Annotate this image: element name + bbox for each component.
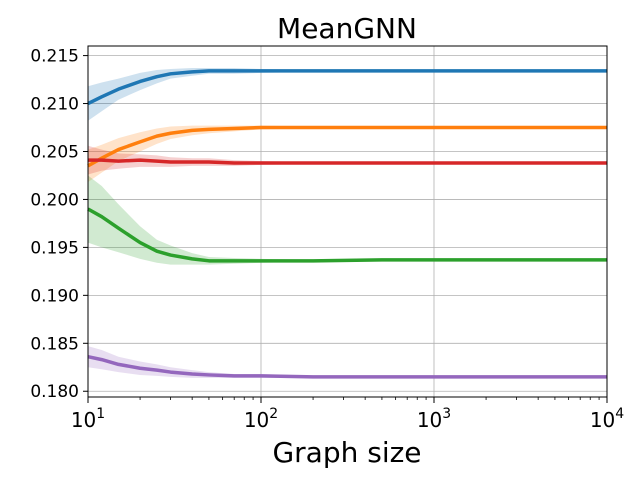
line-orange bbox=[87, 125, 607, 168]
band-blue bbox=[88, 68, 607, 121]
x-tick-base: 10 bbox=[244, 408, 269, 432]
x-tick-label: 102 bbox=[244, 406, 278, 432]
x-tick-base: 10 bbox=[590, 408, 615, 432]
line-blue bbox=[87, 69, 607, 106]
confidence-bands bbox=[88, 68, 607, 378]
x-tick-label: 104 bbox=[590, 406, 624, 432]
y-tick-label: 0.180 bbox=[30, 382, 79, 402]
x-tick-label: 103 bbox=[417, 406, 451, 432]
band-red bbox=[88, 145, 607, 175]
band-green bbox=[88, 175, 607, 265]
grid-lines bbox=[88, 46, 607, 397]
y-tick-label: 0.190 bbox=[30, 286, 79, 306]
x-tick-label: 101 bbox=[71, 406, 105, 432]
x-tick-base: 10 bbox=[417, 408, 442, 432]
line-purple bbox=[87, 355, 607, 379]
y-tick-label: 0.195 bbox=[30, 238, 79, 258]
line-green bbox=[87, 207, 607, 263]
y-tick-label: 0.215 bbox=[30, 47, 79, 67]
x-axis-label: Graph size bbox=[272, 436, 421, 469]
x-tick-exponent: 4 bbox=[615, 406, 624, 422]
axis-ticks: 0.180 0.185 0.190 0.195 0.200 0.205 0.210 0.215… bbox=[30, 47, 624, 432]
band-purple bbox=[88, 346, 607, 378]
x-tick-exponent: 3 bbox=[442, 406, 451, 422]
y-tick-label: 0.185 bbox=[30, 334, 79, 354]
series-lines bbox=[87, 69, 607, 379]
y-tick-label: 0.205 bbox=[30, 142, 79, 162]
x-tick-exponent: 1 bbox=[96, 406, 105, 422]
x-tick-base: 10 bbox=[71, 408, 96, 432]
y-tick-label: 0.210 bbox=[30, 95, 79, 115]
line-red bbox=[88, 158, 607, 165]
y-tick-label: 0.200 bbox=[30, 190, 79, 210]
chart-title: MeanGNN bbox=[277, 12, 417, 45]
x-tick-exponent: 2 bbox=[269, 406, 278, 422]
axes-frame bbox=[87, 45, 608, 398]
